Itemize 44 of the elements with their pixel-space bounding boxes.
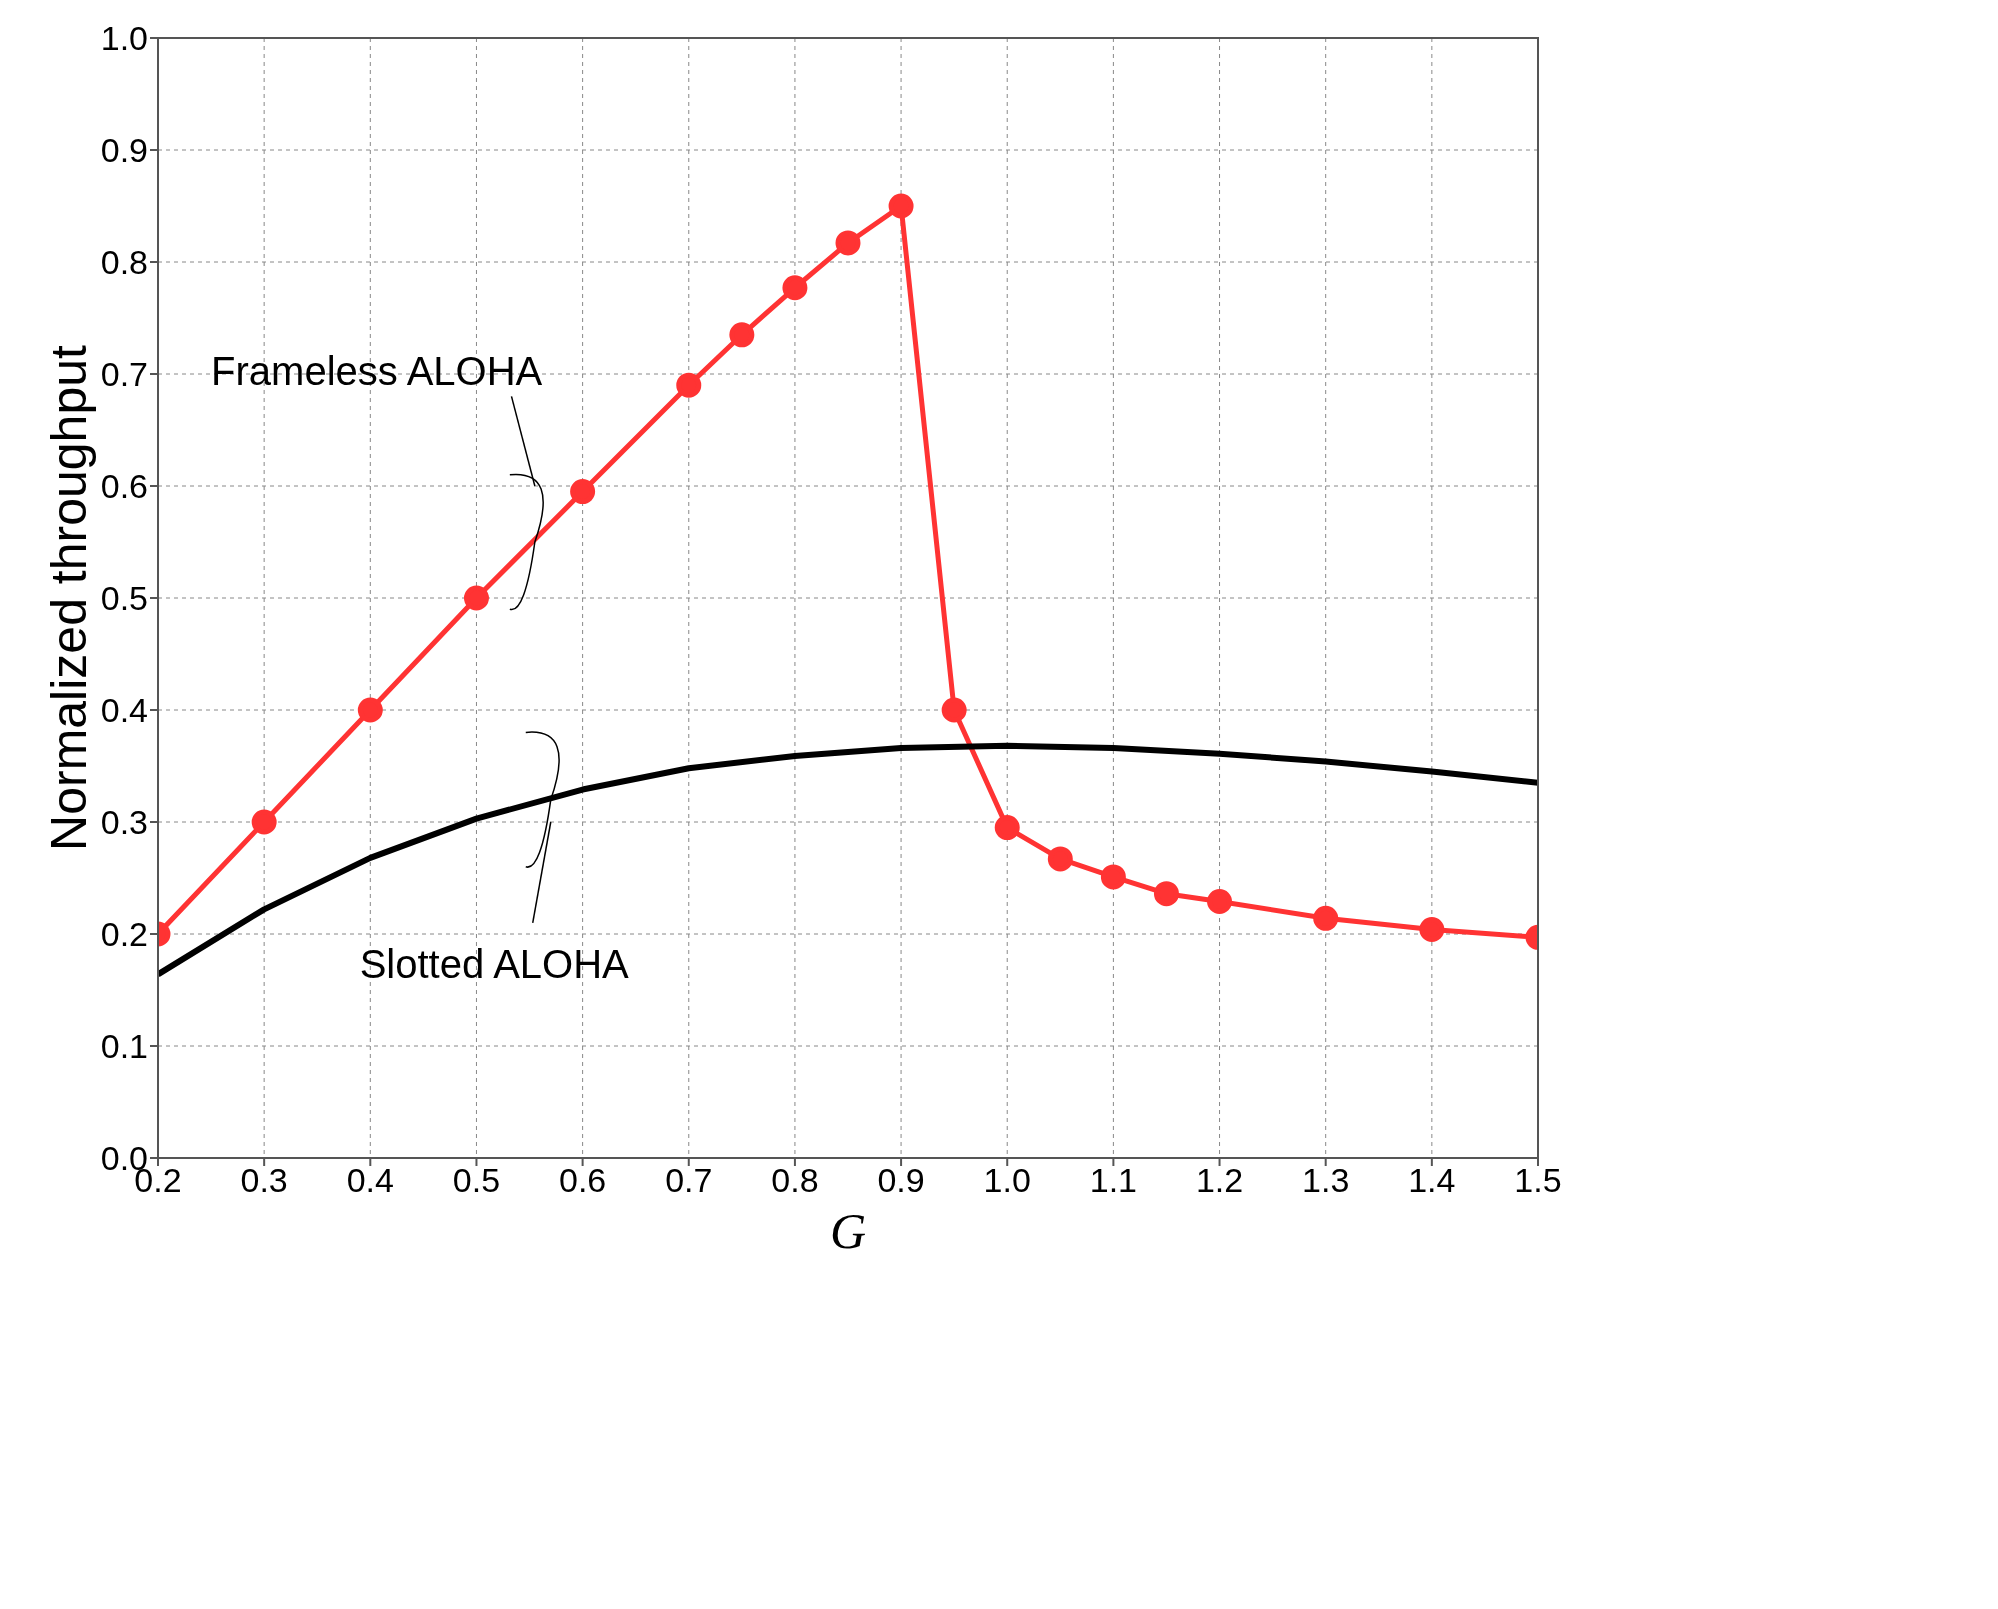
point [835,230,861,256]
point [994,815,1020,841]
point [1207,889,1233,915]
y-tick-label: 0.1 [100,1027,148,1066]
point [251,809,277,835]
point [782,275,808,301]
text: Frameless ALOHA [211,348,543,393]
x-tick-label: 1.5 [1514,1161,1562,1200]
point [1153,881,1179,907]
x-tick-label: 0.4 [346,1161,394,1200]
y-tick-label: 1.0 [100,19,148,58]
y-tick-label: 0.4 [100,691,148,730]
point [357,697,383,723]
y-axis-title: Normalized throughput [40,344,97,851]
y-tick-label: 0.3 [100,803,148,842]
y-tick-label: 0.2 [100,915,148,954]
point [729,322,755,348]
point [463,585,489,611]
x-tick-label: 0.3 [240,1161,288,1200]
x-tick-label: 0.9 [877,1161,925,1200]
point [1047,846,1073,872]
x-tick-label: 1.2 [1195,1161,1244,1200]
y-tick-label: 0.7 [100,355,148,394]
x-axis-title: G [829,1203,867,1259]
point [1100,864,1126,890]
series-label: Slotted ALOHA [359,942,630,987]
x-tick-label: 1.1 [1089,1161,1138,1200]
point [1313,905,1339,931]
y-tick-label: 0.9 [100,131,148,170]
point [570,479,596,505]
y-tick-label: 0.6 [100,467,148,506]
x-tick-label: 0.5 [452,1161,501,1200]
x-tick-label: 1.3 [1302,1161,1350,1200]
x-tick-label: 1.0 [983,1161,1031,1200]
point [1419,917,1445,943]
y-tick-label: 0.5 [100,579,148,618]
point [941,697,967,723]
x-tick-label: 0.7 [665,1161,713,1200]
x-tick-label: 1.4 [1408,1161,1456,1200]
x-tick-label: 0.8 [771,1161,819,1200]
x-tick-label: 0.6 [558,1161,607,1200]
y-tick-label: 0.8 [100,243,148,282]
point [676,372,702,398]
point [888,193,914,219]
